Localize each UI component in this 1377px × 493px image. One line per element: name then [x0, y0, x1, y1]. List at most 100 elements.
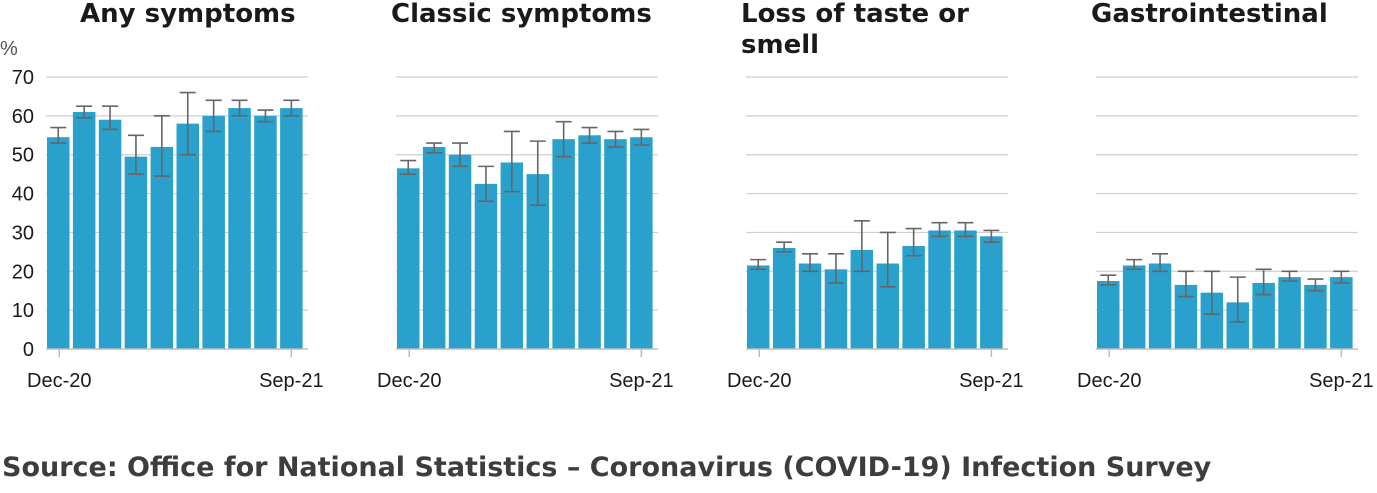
bar-1-8 [228, 108, 251, 349]
error-bar-1-3 [102, 105, 119, 131]
error-bar-4-10 [1333, 270, 1350, 284]
bar-1-6 [176, 123, 199, 349]
error-bar-3-1 [750, 258, 767, 271]
error-bar-4-1 [1100, 274, 1117, 286]
y-tick-label: 30 [12, 222, 34, 244]
bar-4-8 [1278, 277, 1301, 349]
bar-1-3 [98, 119, 122, 349]
y-unit-label: % [0, 38, 18, 60]
bar-3-8 [928, 230, 951, 349]
bar-4-2 [1122, 265, 1146, 349]
error-bar-1-1 [50, 126, 67, 144]
error-bar-2-10 [633, 128, 650, 146]
error-bar-3-9 [957, 221, 974, 238]
bar-3-5 [850, 249, 874, 349]
bar-3-6 [876, 263, 899, 349]
x-tick-label: Sep-21 [609, 370, 674, 392]
error-bar-2-8 [581, 126, 598, 144]
bar-4-1 [1097, 281, 1120, 349]
panel-title-3: smell [741, 30, 819, 60]
error-bar-3-10 [983, 229, 1000, 243]
panel-title-1: Any symptoms [80, 0, 296, 29]
bar-2-10 [630, 137, 653, 349]
x-tick-label: Dec-20 [727, 370, 791, 392]
x-tick-label: Sep-21 [1309, 370, 1374, 392]
error-bar-3-6 [879, 231, 896, 288]
error-bar-4-7 [1255, 268, 1272, 296]
bar-2-4 [474, 183, 498, 349]
bar-4-3 [1148, 263, 1172, 349]
error-bar-3-7 [905, 227, 922, 257]
bar-4-9 [1304, 284, 1327, 349]
panel-title-3: Loss of taste or [741, 0, 969, 29]
bar-3-3 [798, 263, 822, 349]
bar-3-10 [980, 236, 1003, 349]
error-bar-2-3 [452, 142, 469, 168]
bar-2-7 [552, 139, 575, 349]
bar-1-5 [150, 146, 174, 349]
error-bar-4-6 [1229, 276, 1246, 323]
error-bar-2-1 [400, 159, 417, 175]
bar-4-10 [1330, 277, 1353, 349]
bar-1-10 [280, 108, 303, 349]
y-tick-label: 10 [12, 300, 34, 322]
y-tick-label: 60 [12, 106, 34, 128]
error-bar-4-9 [1307, 278, 1324, 292]
error-bar-1-5 [153, 115, 170, 177]
bar-1-9 [254, 115, 277, 349]
bar-3-9 [954, 230, 977, 349]
bar-3-1 [747, 265, 770, 349]
error-bar-3-2 [776, 241, 793, 253]
bar-2-9 [604, 139, 627, 349]
error-bar-1-10 [283, 99, 300, 117]
bar-3-2 [772, 247, 796, 349]
x-tick-label: Dec-20 [377, 370, 441, 392]
error-bar-1-6 [179, 91, 196, 156]
error-bar-2-4 [477, 165, 494, 203]
bar-3-7 [902, 246, 925, 349]
error-bar-1-4 [127, 134, 144, 175]
y-tick-label: 70 [12, 67, 34, 89]
error-bar-2-5 [503, 130, 520, 193]
bar-1-2 [72, 111, 96, 349]
error-bar-2-6 [529, 140, 546, 207]
x-tick-label: Dec-20 [1077, 370, 1141, 392]
bar-1-7 [202, 115, 225, 349]
error-bar-4-2 [1126, 258, 1143, 271]
bar-3-4 [824, 269, 848, 349]
bar-1-4 [124, 156, 148, 349]
bar-4-5 [1200, 292, 1224, 349]
bar-2-1 [397, 168, 420, 349]
bar-1-1 [47, 137, 70, 349]
error-bar-2-9 [607, 130, 624, 148]
error-bar-1-7 [205, 99, 222, 133]
y-tick-label: 50 [12, 145, 34, 167]
error-bar-2-7 [555, 120, 572, 158]
bar-2-6 [526, 174, 549, 349]
error-bar-3-5 [853, 219, 870, 273]
error-bar-4-5 [1203, 270, 1220, 315]
y-tick-label: 0 [23, 339, 34, 361]
error-bar-3-3 [802, 253, 819, 273]
x-tick-label: Sep-21 [259, 370, 324, 392]
panel-title-4: Gastrointestinal [1091, 0, 1328, 29]
error-bar-4-3 [1152, 253, 1169, 273]
x-tick-label: Dec-20 [27, 370, 91, 392]
x-tick-label: Sep-21 [959, 370, 1024, 392]
bar-4-7 [1252, 282, 1275, 349]
error-bar-1-9 [257, 109, 274, 123]
y-tick-label: 40 [12, 184, 34, 206]
error-bar-1-8 [231, 99, 248, 117]
bar-2-8 [578, 135, 601, 349]
error-bar-4-4 [1177, 270, 1194, 298]
error-bar-3-4 [827, 253, 844, 284]
panel-title-2: Classic symptoms [391, 0, 652, 29]
bar-2-2 [422, 146, 446, 349]
error-bar-3-8 [931, 221, 948, 238]
bar-4-6 [1226, 302, 1249, 349]
error-bar-2-2 [426, 142, 443, 154]
bar-4-4 [1174, 284, 1198, 349]
bar-2-3 [448, 154, 472, 349]
source-note: Source: Office for National Statistics –… [2, 452, 1212, 483]
